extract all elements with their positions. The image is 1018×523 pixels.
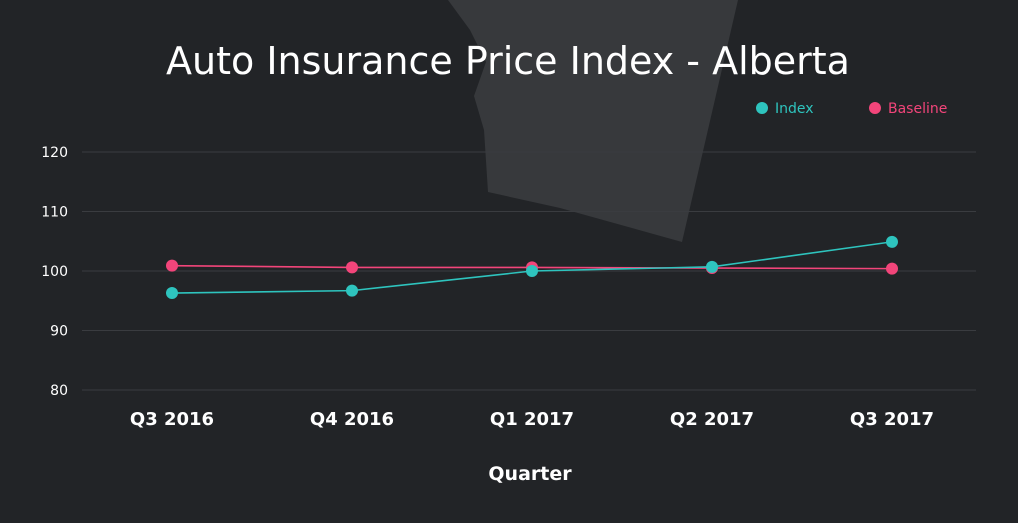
legend-item-index[interactable]: Index [756, 101, 814, 117]
y-axis-ticks: 80 90 100 110 120 [41, 145, 68, 399]
legend-marker [756, 102, 768, 114]
x-tick-label: Q3 2017 [850, 409, 934, 430]
series-index [166, 235, 898, 300]
index-point[interactable] [346, 284, 358, 297]
index-point[interactable] [706, 260, 718, 273]
x-tick-label: Q4 2016 [310, 409, 394, 430]
legend-label: Baseline [888, 101, 947, 117]
y-tick-label: 110 [41, 205, 68, 221]
legend-marker [869, 102, 881, 114]
legend-label: Index [775, 101, 814, 117]
y-tick-label: 90 [50, 324, 68, 340]
y-tick-label: 80 [50, 383, 68, 399]
x-tick-label: Q1 2017 [490, 409, 574, 430]
x-axis-label: Quarter [488, 463, 572, 485]
x-tick-label: Q2 2017 [670, 409, 754, 430]
index-point[interactable] [886, 235, 898, 248]
legend[interactable]: Index Baseline [756, 101, 947, 117]
legend-item-baseline[interactable]: Baseline [869, 101, 947, 117]
baseline-point[interactable] [886, 262, 898, 275]
series-layer [166, 235, 898, 300]
index-point[interactable] [526, 265, 538, 277]
x-axis-ticks: Q3 2016 Q4 2016 Q1 2017 Q2 2017 Q3 2017 [130, 409, 934, 430]
y-tick-label: 100 [41, 264, 68, 280]
province-silhouette [448, 0, 738, 242]
x-tick-label: Q3 2016 [130, 409, 214, 430]
y-tick-label: 120 [41, 145, 68, 161]
chart-title: Auto Insurance Price Index - Alberta [166, 39, 850, 83]
baseline-point[interactable] [166, 259, 178, 272]
baseline-point[interactable] [346, 261, 358, 274]
index-point[interactable] [166, 287, 178, 300]
